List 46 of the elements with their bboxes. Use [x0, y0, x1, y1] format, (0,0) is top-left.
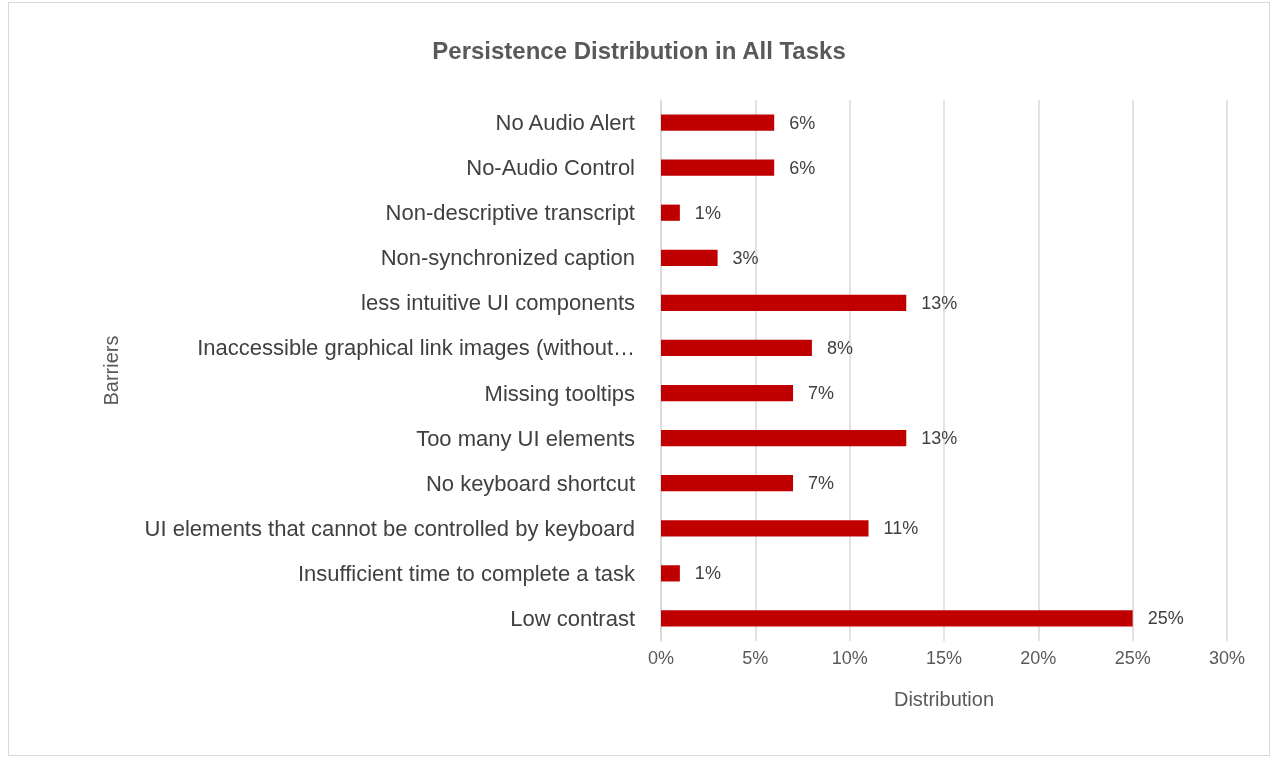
x-tick-label: 30%: [1208, 648, 1246, 668]
y-tick-label: No-Audio Control: [466, 155, 635, 181]
bar: [661, 294, 907, 311]
data-label: 13%: [921, 292, 958, 313]
bar: [661, 114, 775, 131]
bar: [661, 430, 907, 447]
bar: [661, 159, 775, 176]
y-tick-label: Low contrast: [510, 605, 635, 631]
x-tick-label: 5%: [742, 648, 769, 668]
bar: [661, 249, 718, 266]
y-tick-label: Non-synchronized caption: [380, 245, 635, 271]
data-label: 1%: [694, 202, 721, 223]
data-label: 6%: [789, 112, 816, 133]
x-tick-label: 20%: [1020, 648, 1057, 668]
bar: [661, 520, 869, 537]
chart-title: Persistence Distribution in All Tasks: [432, 36, 846, 64]
data-label: 3%: [732, 247, 759, 268]
data-label: 25%: [1147, 608, 1184, 629]
bar: [661, 339, 812, 357]
bar: [661, 610, 1133, 627]
data-label: 6%: [789, 157, 816, 178]
y-axis-title: Barriers: [100, 335, 122, 406]
y-tick-label: No keyboard shortcut: [425, 470, 635, 496]
y-tick-label: Non-descriptive transcript: [385, 200, 635, 226]
bar: [661, 384, 794, 402]
data-label: 1%: [694, 563, 721, 584]
x-tick-label: 25%: [1114, 648, 1151, 668]
data-label: 7%: [808, 383, 835, 404]
data-label: 7%: [808, 473, 835, 494]
bar: [661, 204, 680, 221]
y-tick-label: less intuitive UI components: [361, 290, 635, 316]
data-label: 8%: [826, 337, 853, 358]
y-tick-label: Inaccessible graphical link images (without…: [197, 335, 635, 361]
x-tick-label: 0%: [647, 648, 675, 668]
x-tick-label: 15%: [925, 648, 963, 668]
y-tick-label: Missing tooltips: [484, 380, 635, 406]
data-label: 13%: [921, 428, 958, 449]
y-tick-label: No Audio Alert: [495, 110, 635, 136]
x-tick-label: 10%: [831, 648, 868, 668]
data-label: 11%: [883, 518, 919, 539]
y-tick-label: Too many UI elements: [416, 425, 635, 451]
x-axis-title: Distribution: [893, 688, 995, 710]
bar: [661, 565, 680, 582]
y-tick-label: Insufficient time to complete a task: [297, 560, 636, 586]
bar: [661, 475, 794, 492]
y-tick-label: UI elements that cannot be controlled by keyboard: [144, 515, 635, 541]
